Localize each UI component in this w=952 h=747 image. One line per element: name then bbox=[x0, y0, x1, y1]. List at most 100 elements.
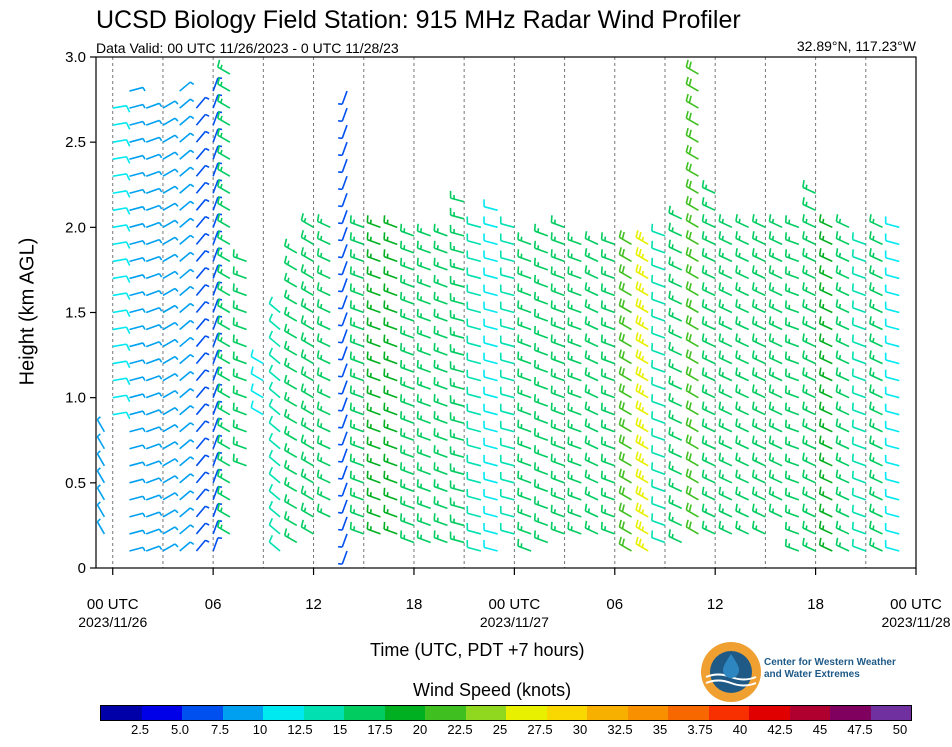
wind-barb bbox=[316, 452, 331, 467]
wind-barb bbox=[567, 521, 582, 535]
wind-barb-shaft bbox=[567, 477, 582, 484]
wind-barb-shaft bbox=[668, 484, 683, 493]
wind-barb-shaft bbox=[585, 510, 599, 518]
wind-barb bbox=[768, 435, 783, 450]
wind-barb-half-flag bbox=[838, 457, 842, 462]
wind-barb-shaft bbox=[367, 238, 381, 246]
wind-barb-half-flag bbox=[220, 200, 223, 206]
wind-barb-shaft bbox=[618, 389, 632, 399]
wind-barb bbox=[618, 468, 632, 484]
wind-barb-shaft bbox=[500, 308, 515, 314]
wind-barb-flag bbox=[300, 434, 304, 442]
wind-barb bbox=[366, 351, 381, 365]
wind-barb-flag bbox=[751, 316, 755, 324]
wind-barb-shaft bbox=[217, 389, 231, 399]
wind-barb bbox=[483, 216, 498, 229]
wind-barb-half-flag bbox=[189, 524, 195, 529]
wind-barb-half-flag bbox=[286, 498, 290, 504]
wind-barb-shaft bbox=[567, 494, 582, 501]
wind-barb-shaft bbox=[96, 419, 106, 433]
wind-barb-half-flag bbox=[205, 266, 210, 271]
wind-barb-flag bbox=[316, 282, 320, 290]
wind-barb-flag bbox=[283, 391, 288, 400]
wind-barb-shaft bbox=[129, 103, 144, 109]
wind-barb-flag bbox=[869, 520, 872, 529]
wind-barb-half-flag bbox=[838, 371, 842, 377]
wind-barb bbox=[112, 190, 131, 198]
wind-barb-flag bbox=[701, 418, 705, 426]
wind-barb bbox=[784, 470, 800, 484]
wind-barb-flag bbox=[533, 411, 536, 419]
wind-barb bbox=[145, 528, 163, 535]
wind-barb-shaft bbox=[145, 511, 160, 518]
wind-barb-shaft bbox=[551, 289, 565, 297]
wind-barb bbox=[567, 317, 582, 331]
colorbar-label: 47.5 bbox=[847, 722, 873, 737]
wind-barb-shaft bbox=[585, 288, 599, 297]
wind-barb-shaft bbox=[785, 392, 800, 399]
wind-barb-flag bbox=[349, 351, 352, 359]
wind-barb-flag bbox=[300, 468, 304, 477]
wind-barb bbox=[383, 334, 398, 348]
wind-barb bbox=[433, 377, 448, 390]
wind-barb-half-flag bbox=[158, 528, 163, 534]
wind-barb bbox=[533, 308, 549, 322]
wind-barb bbox=[701, 299, 716, 314]
wind-barb bbox=[416, 530, 431, 544]
wind-barb bbox=[884, 488, 900, 501]
wind-barb bbox=[416, 479, 431, 493]
wind-barb-shaft bbox=[534, 536, 549, 544]
wind-barb-shaft bbox=[500, 393, 515, 399]
wind-barb-shaft bbox=[301, 424, 314, 433]
wind-barb-flag bbox=[433, 240, 436, 249]
wind-barb-shaft bbox=[651, 247, 666, 254]
wind-barb-half-flag bbox=[755, 218, 758, 224]
wind-barb-flag bbox=[400, 223, 403, 232]
wind-barb-flag bbox=[802, 401, 805, 409]
wind-barb bbox=[802, 231, 816, 246]
wind-barb-flag bbox=[366, 283, 369, 291]
wind-barb-shaft bbox=[483, 546, 498, 552]
wind-barb bbox=[869, 537, 883, 552]
wind-barb bbox=[600, 300, 616, 314]
wind-barb-shaft bbox=[129, 546, 144, 552]
wind-barb-shaft bbox=[162, 355, 176, 365]
wind-barb-flag bbox=[621, 419, 625, 427]
wind-barb-shaft bbox=[852, 255, 867, 263]
wind-barb-shaft bbox=[668, 433, 683, 441]
wind-barb bbox=[735, 452, 749, 467]
wind-barb-shaft bbox=[145, 358, 160, 365]
wind-barb bbox=[162, 355, 179, 365]
wind-barb-shaft bbox=[217, 407, 231, 416]
wind-barb-flag bbox=[851, 470, 854, 479]
wind-barb-shaft bbox=[685, 441, 699, 450]
wind-barb-half-flag bbox=[838, 423, 842, 428]
wind-barb bbox=[533, 394, 549, 407]
wind-barb-half-flag bbox=[205, 522, 210, 526]
wind-barb bbox=[250, 349, 264, 365]
wind-barb-shaft bbox=[534, 451, 549, 459]
wind-barb bbox=[338, 346, 348, 361]
wind-barb-flag bbox=[701, 469, 705, 478]
wind-barb-flag bbox=[216, 451, 221, 459]
wind-barb-shaft bbox=[433, 519, 448, 527]
wind-barb-shaft bbox=[483, 376, 498, 382]
wind-barb bbox=[635, 400, 649, 416]
wind-barb bbox=[433, 428, 448, 442]
colorbar-labels: 2.5 5.0 7.5 10 12.5 15 17.5 20 22.5 25 27.5 30 32.5 3… bbox=[100, 722, 912, 742]
wind-barb bbox=[651, 411, 666, 424]
wind-barb-shaft bbox=[350, 460, 365, 467]
wind-barb bbox=[338, 278, 348, 293]
wind-barb bbox=[366, 215, 381, 229]
wind-barb bbox=[145, 238, 163, 246]
wind-barb bbox=[449, 531, 465, 544]
wind-barb-flag bbox=[668, 495, 671, 503]
wind-barb-shaft bbox=[450, 401, 465, 407]
wind-barb bbox=[685, 298, 699, 314]
wind-barb-flag bbox=[651, 257, 654, 266]
wind-barb bbox=[232, 368, 247, 382]
wind-barb-shaft bbox=[500, 410, 515, 416]
wind-barb-half-flag bbox=[771, 320, 775, 326]
wind-barb-shaft bbox=[601, 460, 616, 467]
wind-barb-flag bbox=[533, 325, 536, 334]
